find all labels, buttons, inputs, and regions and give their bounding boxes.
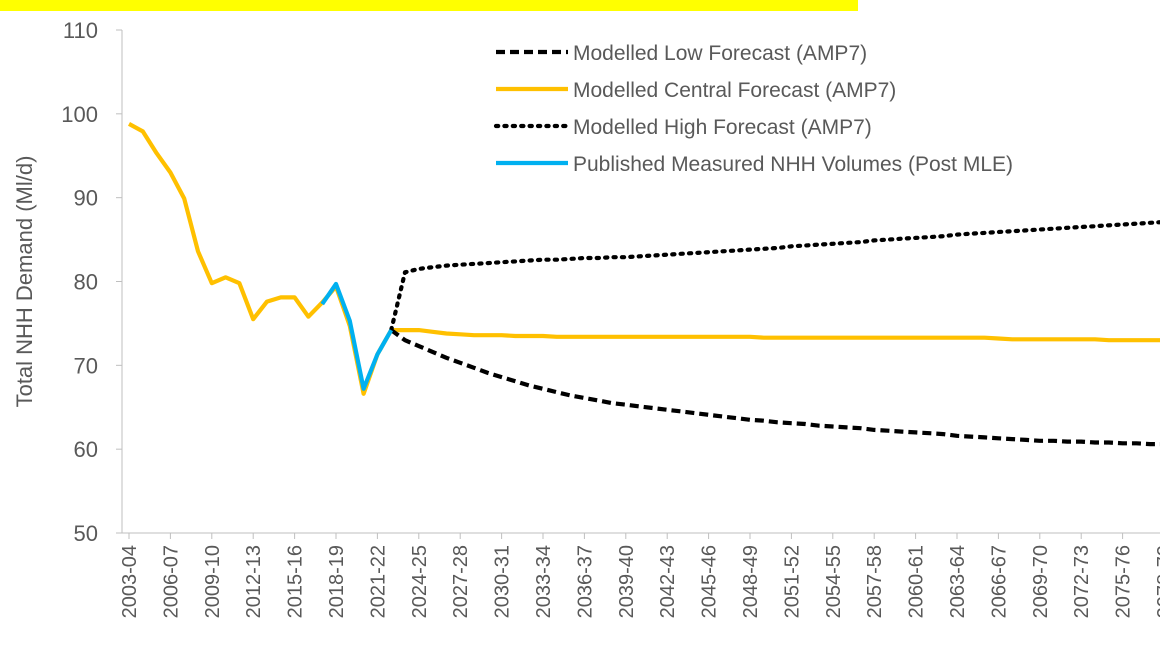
y-tick-label: 60 <box>74 437 98 462</box>
x-tick-label: 2024-25 <box>409 545 431 618</box>
legend-label: Published Measured NHH Volumes (Post MLE… <box>573 153 1013 176</box>
y-axis-title: Total NHH Demand (Ml/d) <box>12 156 37 408</box>
x-tick-label: 2039-40 <box>616 545 638 618</box>
x-tick-label: 2042-43 <box>657 545 679 618</box>
x-tick-label: 2012-13 <box>243 545 265 618</box>
y-tick-label: 70 <box>74 353 98 378</box>
x-tick-label: 2009-10 <box>202 545 224 618</box>
x-tick-label: 2054-55 <box>823 545 845 618</box>
x-tick-label: 2021-22 <box>367 545 389 618</box>
y-tick-label: 80 <box>74 270 98 295</box>
y-tick-label: 100 <box>61 102 98 127</box>
legend-box <box>462 35 1152 192</box>
highlighted-caption-strip <box>0 0 858 11</box>
x-tick-label: 2033-34 <box>533 545 555 618</box>
x-tick-label: 2018-19 <box>326 545 348 618</box>
x-tick-label: 2066-67 <box>988 545 1010 618</box>
x-tick-label: 2069-70 <box>1030 545 1052 618</box>
x-tick-label: 2048-49 <box>740 545 762 618</box>
series-line <box>127 122 1160 396</box>
x-tick-label: 2060-61 <box>906 545 928 618</box>
x-tick-label: 2045-46 <box>699 545 721 618</box>
x-tick-label: 2072-73 <box>1071 545 1093 618</box>
x-tick-label: 2051-52 <box>781 545 803 618</box>
y-tick-label: 50 <box>74 521 98 546</box>
y-tick-label: 90 <box>74 186 98 211</box>
x-tick-label: 2063-64 <box>947 545 969 618</box>
y-tick-label: 110 <box>63 18 98 43</box>
series-line <box>320 281 394 391</box>
x-tick-label: 2003-04 <box>119 545 141 618</box>
x-tick-label: 2057-58 <box>864 545 886 618</box>
x-tick-label: 2030-31 <box>492 545 514 618</box>
series-line <box>389 220 1160 333</box>
legend-label: Modelled High Forecast (AMP7) <box>573 116 872 139</box>
x-tick-label: 2075-76 <box>1113 545 1135 618</box>
x-tick-label: 2036-37 <box>574 545 596 618</box>
x-tick-label: 2078-79 <box>1154 545 1160 618</box>
series-line <box>389 328 1160 447</box>
x-tick-label: 2015-16 <box>285 545 307 618</box>
legend-label: Modelled Low Forecast (AMP7) <box>573 42 867 65</box>
x-tick-label: 2027-28 <box>450 545 472 618</box>
legend-label: Modelled Central Forecast (AMP7) <box>573 79 896 102</box>
x-tick-label: 2006-07 <box>160 545 182 618</box>
